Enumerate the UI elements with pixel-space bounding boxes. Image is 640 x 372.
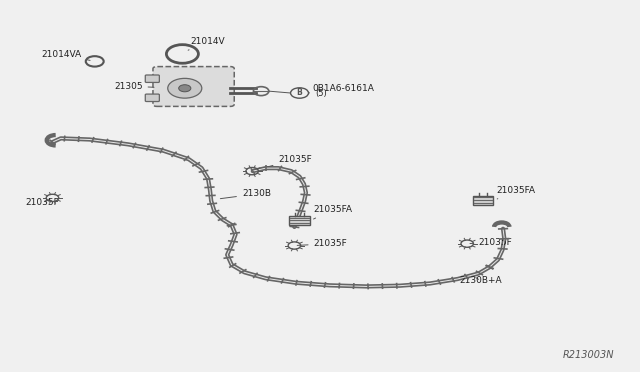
Text: 2130B: 2130B	[220, 189, 271, 199]
Text: B: B	[297, 88, 302, 97]
Bar	[289, 216, 310, 225]
FancyBboxPatch shape	[153, 67, 234, 106]
Text: 21035F: 21035F	[470, 238, 513, 247]
Text: 21035FA: 21035FA	[496, 186, 535, 199]
Text: 21014VA: 21014VA	[42, 49, 90, 60]
Circle shape	[179, 85, 191, 92]
Text: R213003N: R213003N	[563, 350, 614, 360]
Text: 21035FA: 21035FA	[314, 205, 353, 219]
Text: 21035F: 21035F	[297, 239, 348, 248]
Text: 21305: 21305	[114, 81, 154, 90]
Text: 21014V: 21014V	[188, 37, 225, 50]
Text: 21035F: 21035F	[255, 155, 312, 170]
Circle shape	[168, 78, 202, 98]
FancyBboxPatch shape	[145, 94, 159, 102]
Text: 0B1A6-6161A: 0B1A6-6161A	[308, 84, 374, 93]
FancyBboxPatch shape	[145, 75, 159, 83]
Text: (5): (5)	[315, 89, 326, 98]
Bar	[473, 196, 493, 205]
Text: 2130B+A: 2130B+A	[460, 276, 502, 285]
Text: 21035F: 21035F	[26, 198, 60, 207]
